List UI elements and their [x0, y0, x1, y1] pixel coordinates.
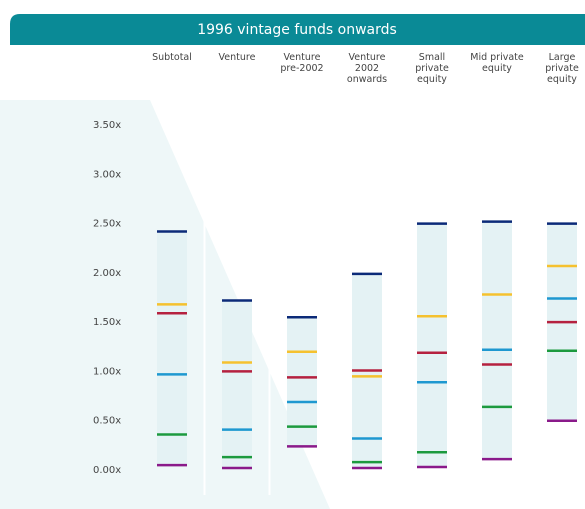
y-tick-label: 3.00x [93, 169, 121, 180]
y-tick-label: 1.50x [93, 317, 121, 328]
range-bar [287, 317, 317, 447]
y-tick-label: 1.00x [93, 366, 121, 377]
chart-title: 1996 vintage funds onwards [197, 22, 397, 38]
category-label: Small private equity [415, 52, 449, 85]
category-label: Large private equity [545, 52, 579, 85]
title-banner [10, 14, 585, 45]
range-bar [222, 300, 252, 469]
y-tick-label: 2.50x [93, 219, 121, 230]
category-label: Venture pre-2002 [280, 52, 324, 74]
range-bar [482, 221, 512, 460]
range-bar [417, 223, 447, 468]
category-label: Venture [218, 52, 256, 63]
category-label: Subtotal [152, 52, 192, 63]
y-tick-label: 3.50x [93, 120, 121, 131]
y-tick-label: 0.00x [93, 465, 121, 476]
category-label: Mid private equity [470, 52, 524, 74]
y-tick-label: 2.00x [93, 268, 121, 279]
category-label: Venture 2002 onwards [346, 52, 388, 85]
y-tick-label: 0.50x [93, 416, 121, 427]
range-bar [157, 231, 187, 466]
